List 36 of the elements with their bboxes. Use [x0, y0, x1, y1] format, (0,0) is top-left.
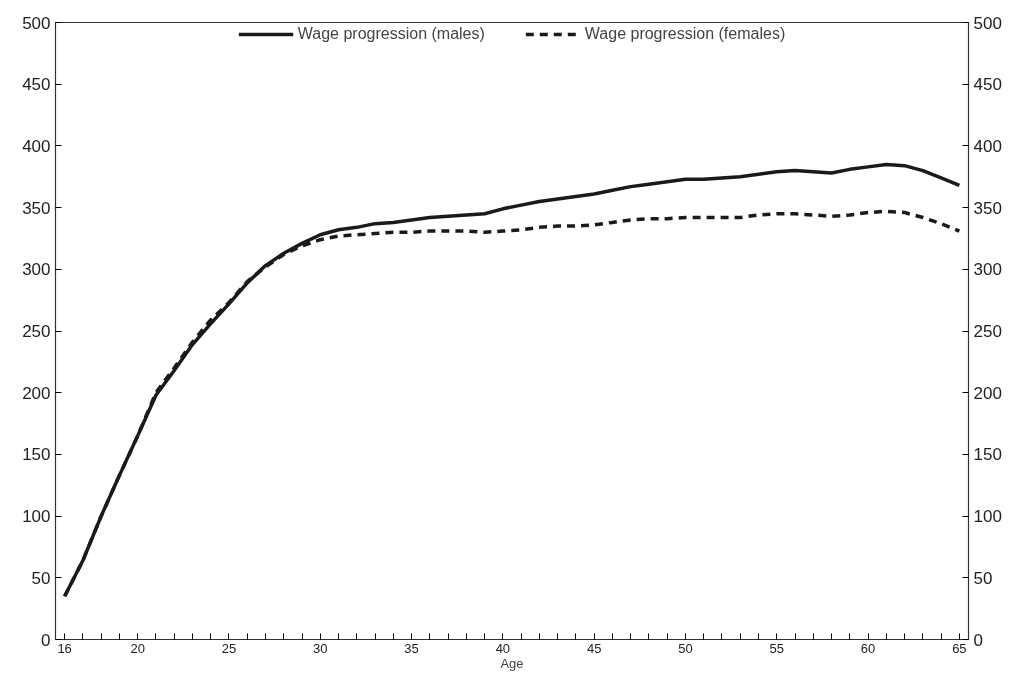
y-tick-label: 450	[22, 75, 51, 95]
y-tick-label: 300	[22, 260, 51, 280]
legend-label: Wage progression (females)	[584, 25, 786, 43]
y2-tick-label: 0	[973, 630, 983, 650]
x-tick-label: 35	[404, 640, 419, 656]
x-tick-label: 40	[495, 640, 511, 656]
y-tick-label: 150	[22, 445, 51, 465]
y2-tick-label: 50	[973, 568, 993, 588]
y2-tick-label: 500	[973, 13, 1002, 33]
legend-label: Wage progression (males)	[297, 25, 485, 43]
y2-tick-label: 200	[973, 383, 1002, 403]
x-tick-label: 45	[586, 640, 602, 656]
y2-tick-label: 250	[973, 322, 1002, 341]
y-tick-label: 50	[31, 568, 51, 588]
y2-tick-label: 400	[973, 136, 1002, 156]
x-axis-title: Age	[500, 655, 524, 671]
x-tick-label: 16	[57, 640, 72, 656]
x-tick-label: 60	[860, 640, 876, 656]
y-tick-label: 0	[41, 630, 51, 650]
y2-tick-label: 300	[973, 260, 1002, 280]
x-tick-label: 30	[313, 640, 328, 656]
y2-tick-label: 450	[973, 75, 1002, 95]
y-tick-label: 400	[22, 136, 51, 156]
y2-tick-label: 350	[973, 198, 1002, 218]
y2-tick-label: 150	[973, 445, 1002, 465]
x-tick-label: 20	[130, 640, 145, 656]
x-tick-label: 55	[769, 640, 785, 656]
x-tick-label: 50	[678, 640, 693, 656]
y-tick-label: 100	[22, 507, 51, 527]
y-tick-label: 500	[22, 13, 51, 33]
y-tick-label: 200	[22, 383, 51, 403]
x-tick-label: 25	[221, 640, 237, 656]
y2-tick-label: 100	[973, 507, 1002, 527]
x-tick-label: 65	[952, 640, 967, 656]
y-tick-label: 350	[22, 198, 51, 218]
y-tick-label: 250	[22, 322, 51, 341]
